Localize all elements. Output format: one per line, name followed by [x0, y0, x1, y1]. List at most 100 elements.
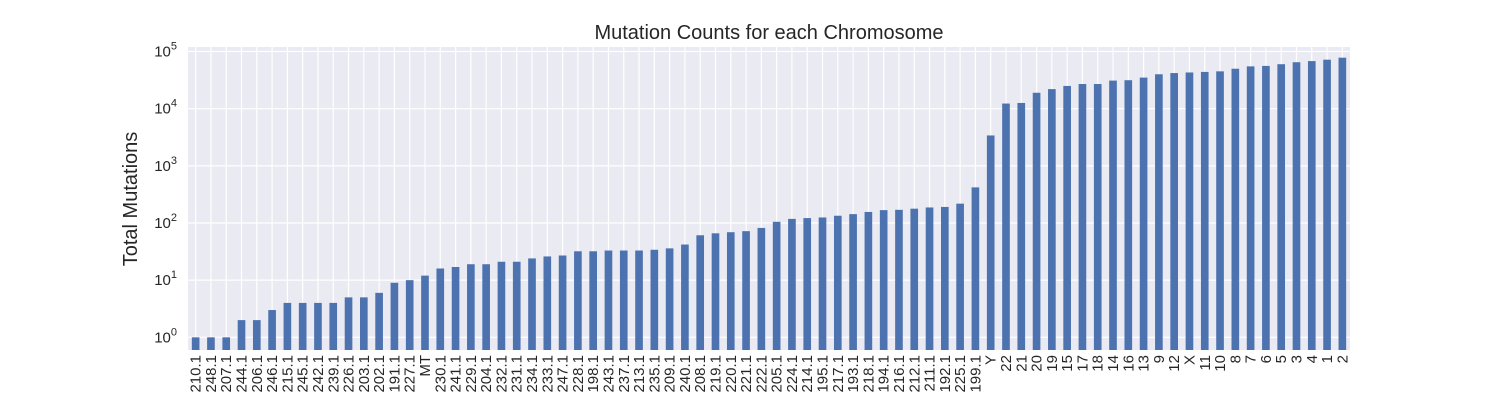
bar-211.1	[925, 207, 934, 350]
bar-206.1	[252, 320, 261, 350]
bar-17	[1078, 84, 1087, 350]
x-tick-label: 215.1	[279, 355, 296, 393]
x-tick-label: 16	[1120, 355, 1137, 372]
x-tick-label: 6	[1258, 355, 1275, 363]
bar-16	[1124, 80, 1133, 350]
bar-3	[1292, 62, 1301, 350]
x-tick-label: 19	[1044, 355, 1061, 372]
x-tick-label: 193.1	[845, 355, 862, 393]
x-tick-label: MT	[417, 355, 434, 377]
x-tick-label: 20	[1029, 355, 1046, 372]
x-tick-label: 8	[1227, 355, 1244, 363]
bar-7	[1246, 66, 1255, 351]
bar-231.1	[512, 261, 521, 350]
x-tick-label: 210.1	[188, 355, 205, 393]
x-tick-label: 243.1	[600, 355, 617, 393]
bar-18	[1093, 84, 1102, 350]
x-tick-label: 12	[1166, 355, 1183, 372]
bar-239.1	[329, 302, 338, 350]
x-tick-label: 203.1	[356, 355, 373, 393]
bar-11	[1200, 71, 1209, 351]
x-tick-label: 198.1	[585, 355, 602, 393]
bar-MT	[421, 275, 429, 350]
x-tick-label: 208.1	[692, 355, 709, 393]
bar-X	[1185, 72, 1194, 350]
bar-210.1	[191, 337, 200, 350]
x-tick-label: 244.1	[234, 355, 251, 393]
bars	[191, 57, 1347, 351]
x-tick-label: 220.1	[723, 355, 740, 393]
bar-10	[1216, 71, 1224, 350]
chart-title: Mutation Counts for each Chromosome	[594, 22, 943, 44]
bar-229.1	[467, 264, 475, 350]
bar-204.1	[482, 264, 490, 350]
x-tick-label: 227.1	[402, 355, 419, 393]
bar-15	[1063, 85, 1071, 350]
x-tick-label: 224.1	[784, 355, 801, 393]
bar-208.1	[696, 235, 705, 350]
y-tick-label: 102	[154, 212, 177, 232]
x-tick-label: 209.1	[662, 355, 679, 393]
bar-233.1	[543, 256, 552, 350]
bar-245.1	[298, 302, 307, 350]
x-tick-label: 239.1	[325, 355, 342, 393]
bar-219.1	[711, 233, 720, 350]
bar-14	[1109, 80, 1117, 351]
y-tick-label: 105	[154, 41, 177, 61]
bar-218.1	[864, 211, 873, 350]
x-tick-label: 218.1	[860, 355, 877, 393]
bar-225.1	[956, 203, 964, 350]
x-tick-label: 234.1	[524, 355, 541, 393]
x-tick-label: 231.1	[509, 355, 526, 393]
bar-222.1	[757, 227, 766, 350]
bar-12	[1170, 73, 1178, 350]
x-tick-label: 242.1	[310, 355, 327, 393]
x-tick-label: 199.1	[967, 355, 984, 393]
bar-246.1	[268, 310, 276, 350]
y-tick-label: 103	[154, 155, 177, 175]
x-tick-label: 225.1	[952, 355, 969, 393]
x-tick-label: 205.1	[769, 355, 786, 393]
bar-241.1	[451, 266, 460, 350]
bar-202.1	[375, 292, 383, 350]
bar-9	[1155, 74, 1163, 350]
x-tick-label: 221.1	[738, 355, 755, 393]
bar-216.1	[895, 209, 903, 350]
bar-244.1	[237, 320, 246, 350]
x-tick-label: 10	[1212, 355, 1229, 372]
bar-237.1	[619, 250, 628, 350]
y-tick-labels: 100 101 102 103 104 105	[154, 41, 177, 347]
x-tick-label: 240.1	[677, 355, 694, 393]
x-tick-label: 217.1	[830, 355, 847, 393]
x-tick-label: 15	[1059, 355, 1076, 372]
bar-214.1	[803, 218, 812, 350]
bar-212.1	[910, 208, 919, 350]
bar-Y	[986, 135, 995, 350]
bar-22	[1002, 103, 1010, 350]
x-tick-labels: 210.1248.1207.1244.1206.1246.1215.1245.1…	[188, 355, 1352, 393]
x-tick-label: 230.1	[432, 355, 449, 393]
x-tick-label: 233.1	[539, 355, 556, 393]
bar-227.1	[405, 280, 414, 350]
x-tick-label: 241.1	[448, 355, 465, 393]
y-tick-label: 100	[154, 326, 177, 346]
x-tick-label: 213.1	[631, 355, 648, 393]
x-tick-label: 246.1	[264, 355, 281, 393]
bar-20	[1032, 92, 1041, 350]
x-tick-label: 4	[1304, 355, 1321, 363]
bar-224.1	[788, 218, 796, 350]
bar-199.1	[971, 187, 980, 350]
x-tick-label: 22	[998, 355, 1015, 372]
bar-4	[1307, 61, 1316, 350]
x-tick-label: 191.1	[386, 355, 403, 393]
x-tick-label: 207.1	[218, 355, 235, 393]
bar-19	[1048, 89, 1056, 350]
x-tick-label: 237.1	[616, 355, 633, 393]
x-tick-label: 228.1	[570, 355, 587, 393]
bar-193.1	[849, 214, 857, 350]
bar-8	[1231, 68, 1240, 350]
bar-230.1	[436, 268, 445, 350]
x-tick-label: 1	[1319, 355, 1336, 363]
bar-247.1	[558, 255, 567, 350]
bar-220.1	[726, 232, 735, 350]
